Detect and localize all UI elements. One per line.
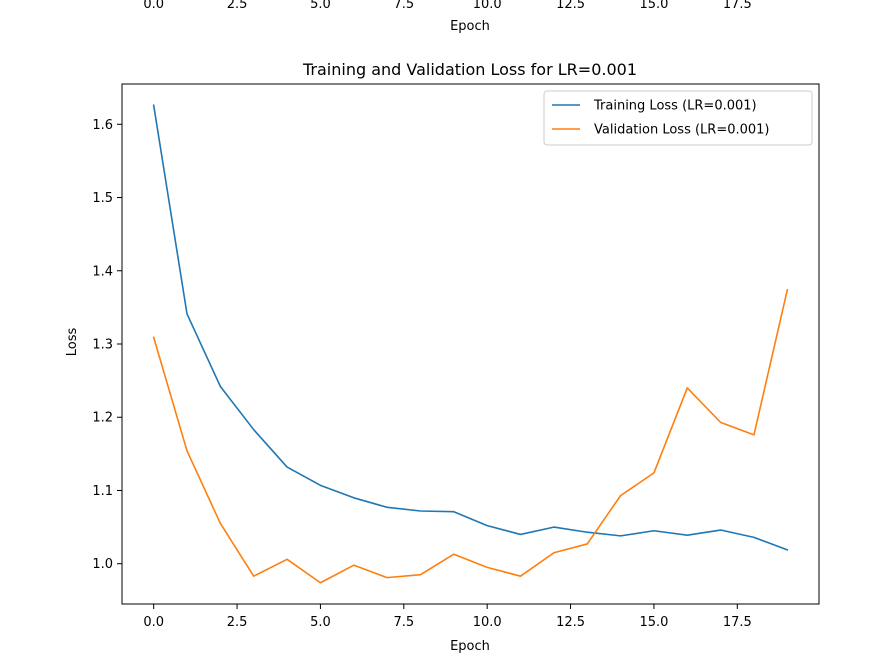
x-axis-ticks: 0.0 2.5 5.0 7.5 10.0 12.5 15.0 17.5 — [143, 604, 752, 630]
top-strip-tick-label: 12.5 — [556, 0, 585, 12]
y-tick-label: 1.0 — [92, 557, 113, 572]
x-tick-label: 15.0 — [639, 615, 668, 630]
top-strip-tick-label: 2.5 — [227, 0, 248, 12]
validation-loss-line — [152, 288, 789, 584]
top-strip-tick-label: 0.0 — [143, 0, 164, 12]
plot-frame — [121, 83, 820, 605]
top-strip-tick-label: 17.5 — [723, 0, 752, 12]
top-strip-axis: 0.0 2.5 5.0 7.5 10.0 12.5 15.0 17.5 — [143, 0, 751, 12]
training-loss-line — [152, 104, 789, 551]
y-tick-label: 1.3 — [92, 338, 113, 353]
x-tick-label: 17.5 — [723, 615, 752, 630]
chart-title: Training and Validation Loss for LR=0.00… — [302, 60, 637, 79]
legend-entry-label: Validation Loss (LR=0.001) — [594, 123, 770, 138]
x-axis-label: Epoch — [450, 639, 490, 654]
top-strip-tick-label: 7.5 — [393, 0, 414, 12]
x-tick-label: 7.5 — [393, 615, 414, 630]
legend-box — [543, 90, 813, 146]
series-group — [152, 104, 789, 584]
x-tick-label: 10.0 — [473, 615, 502, 630]
top-strip-tick-label: 15.0 — [639, 0, 668, 12]
y-tick-label: 1.6 — [92, 118, 113, 133]
y-tick-label: 1.4 — [92, 264, 113, 279]
y-axis-label: Loss — [65, 328, 80, 357]
y-tick-label: 1.2 — [92, 411, 113, 426]
top-strip-tick-label: 5.0 — [310, 0, 331, 12]
y-tick-label: 1.5 — [92, 191, 113, 206]
y-tick-label: 1.1 — [92, 484, 113, 499]
legend: Training Loss (LR=0.001) Validation Loss … — [543, 90, 813, 146]
x-tick-label: 0.0 — [143, 615, 164, 630]
top-strip-x-axis-label: Epoch — [450, 19, 490, 34]
top-strip-tick-label: 10.0 — [473, 0, 502, 12]
x-tick-label: 5.0 — [310, 615, 331, 630]
x-tick-label: 12.5 — [556, 615, 585, 630]
y-axis-ticks: 1.0 1.1 1.2 1.3 1.4 1.5 1.6 — [92, 118, 122, 572]
x-tick-label: 2.5 — [227, 615, 248, 630]
legend-entry-label: Training Loss (LR=0.001) — [593, 99, 757, 114]
